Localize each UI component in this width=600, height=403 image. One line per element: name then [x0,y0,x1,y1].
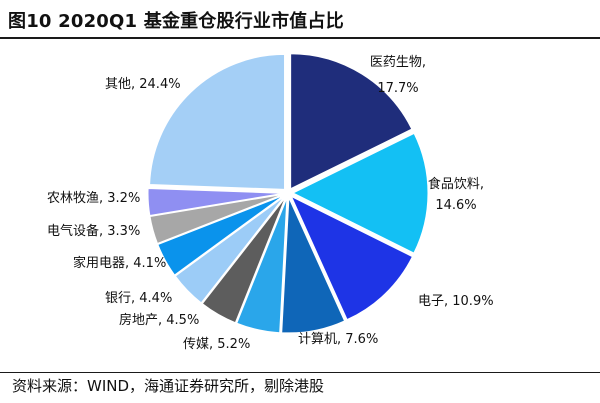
source-note: 资料来源：WIND，海通证券研究所，剔除港股 [12,377,325,395]
pie-slice-3 [290,195,414,321]
pie-slice-7 [174,196,285,304]
slice-label-8: 家用电器, 4.1% [73,255,166,271]
pie-slice-11 [149,53,286,190]
pie-slice-6 [201,197,286,324]
pie-slice-9 [149,193,284,245]
slice-value-label-2: 14.6% [435,198,476,213]
slice-label-11: 其他, 24.4% [105,77,181,92]
slice-label-3: 电子, 10.9% [418,294,494,309]
top-divider [0,37,600,39]
figure-title: 图10 2020Q1 基金重仓股行业市值占比 [8,11,344,32]
slice-label-1: 医药生物, [370,55,426,70]
slice-label-2: 食品饮料, [428,176,484,192]
pie-slice-2 [291,132,429,254]
slice-value-label-1: 17.7% [377,81,418,96]
slice-label-10: 农林牧渔, 3.2% [47,191,140,206]
slice-label-4: 计算机, 7.6% [298,332,378,347]
slice-label-6: 房地产, 4.5% [119,312,199,328]
pie-slice-10 [147,187,284,217]
pie-slice-4 [281,197,346,334]
slice-label-5: 传媒, 5.2% [183,337,250,352]
bottom-divider [0,372,600,373]
slice-label-9: 电气设备, 3.3% [47,223,140,239]
slice-label-7: 银行, 4.4% [105,291,172,306]
pie-slice-1 [290,53,413,190]
pie-slice-5 [236,197,288,334]
pie-slice-8 [157,194,284,276]
